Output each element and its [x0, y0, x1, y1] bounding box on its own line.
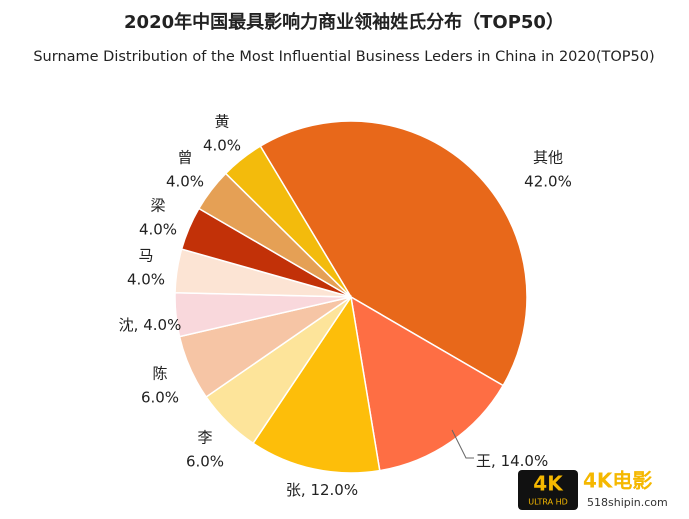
badge: 4K: [533, 472, 564, 496]
badge-bg: [518, 470, 578, 510]
chart-title: 2020年中国最具影响力商业领袖姓氏分布（TOP50）: [124, 11, 564, 33]
value-label: 4.0%: [127, 271, 165, 289]
value-label: 42.0%: [524, 173, 572, 191]
category-label: 黄: [214, 113, 229, 131]
label-part: 4.0%: [143, 316, 181, 334]
label-part: 14.0%: [501, 452, 549, 470]
brand: 4K电影: [583, 469, 652, 493]
slice-label: 沈, 4.0%: [119, 316, 182, 334]
slice-label: 王, 14.0%: [476, 452, 548, 470]
leader-line: [451, 429, 474, 459]
pie-slice: [224, 145, 352, 298]
value-label: 4.0%: [139, 221, 177, 239]
separator: ,: [134, 316, 144, 334]
category-label: 曾: [177, 149, 192, 167]
category-label: 马: [138, 247, 153, 265]
label-part: 沈: [119, 316, 134, 334]
separator: ,: [491, 452, 501, 470]
category-label: 其他: [533, 149, 563, 167]
separator: ,: [301, 481, 311, 499]
watermark: 4K ULTRA HD 4K电影 518shipin.com: [518, 469, 668, 510]
category-label: 梁: [150, 197, 165, 215]
label-part: 12.0%: [310, 481, 358, 499]
category-label: 李: [197, 429, 212, 447]
value-label: 4.0%: [166, 173, 204, 191]
category-label: 陈: [152, 365, 167, 383]
slice-label: 张, 12.0%: [286, 481, 358, 499]
url: 518shipin.com: [587, 496, 668, 509]
label-part: 张: [286, 481, 301, 499]
pie-slice: [259, 120, 528, 387]
value-label: 6.0%: [186, 453, 224, 471]
badge-sub: ULTRA HD: [528, 498, 568, 507]
pie-slice: [252, 295, 381, 474]
pie-slice: [349, 295, 505, 472]
value-label: 4.0%: [203, 137, 241, 155]
chart-subtitle: Surname Distribution of the Most Influen…: [33, 49, 654, 65]
value-label: 6.0%: [141, 389, 179, 407]
label-part: 王: [476, 452, 491, 470]
